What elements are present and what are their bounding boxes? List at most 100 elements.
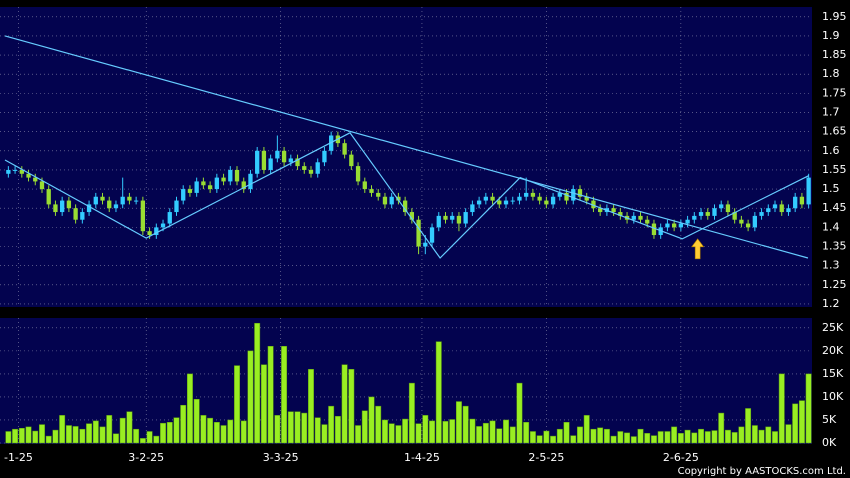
y-tick-label: 1.85 bbox=[822, 48, 847, 61]
volume-bar bbox=[126, 411, 133, 444]
volume-bar bbox=[234, 365, 240, 444]
volume-bar bbox=[341, 364, 348, 444]
volume-bar bbox=[113, 433, 119, 444]
volume-bar bbox=[180, 404, 187, 444]
volume-bar bbox=[260, 364, 267, 444]
volume-bar bbox=[758, 429, 765, 444]
candle-body bbox=[671, 223, 677, 228]
volume-bar bbox=[207, 417, 214, 444]
volume-bar bbox=[328, 405, 335, 444]
volume-bar bbox=[408, 382, 415, 444]
volume-bar bbox=[12, 428, 19, 444]
volume-bar bbox=[610, 435, 617, 444]
candle-body bbox=[194, 181, 199, 193]
volume-bar bbox=[193, 398, 200, 444]
candle-body bbox=[591, 200, 596, 209]
volume-bar bbox=[651, 435, 657, 444]
candle-body bbox=[685, 219, 690, 224]
volume-bar bbox=[489, 420, 496, 444]
candle-body bbox=[120, 196, 125, 205]
candle-body bbox=[631, 215, 636, 220]
volume-bar bbox=[751, 425, 758, 444]
candle-body bbox=[416, 219, 421, 247]
volume-bar bbox=[798, 400, 805, 444]
y-tick-label: 1.25 bbox=[822, 278, 847, 291]
candle-body bbox=[530, 192, 536, 197]
candle-body bbox=[678, 223, 684, 228]
y-tick-label: 1.6 bbox=[822, 144, 840, 157]
volume-tick-label: 25K bbox=[822, 321, 844, 334]
candle-body bbox=[322, 150, 327, 163]
volume-bar bbox=[32, 430, 39, 444]
candle-body bbox=[544, 200, 549, 205]
candle-body bbox=[288, 158, 293, 163]
volume-bar bbox=[429, 420, 435, 444]
candle-body bbox=[46, 189, 51, 205]
candle-body bbox=[712, 208, 717, 216]
volume-bar bbox=[294, 411, 301, 444]
volume-bar bbox=[765, 426, 772, 444]
candle-body bbox=[160, 223, 166, 228]
y-tick-label: 1.5 bbox=[822, 182, 840, 195]
candle-body bbox=[456, 215, 462, 224]
volume-bar bbox=[778, 373, 785, 444]
candle-body bbox=[19, 169, 24, 174]
candle-body bbox=[698, 212, 704, 216]
candle-body bbox=[382, 196, 388, 205]
volume-bar bbox=[301, 412, 308, 444]
candle-body bbox=[86, 204, 92, 213]
volume-bar bbox=[72, 426, 79, 444]
volume-bar bbox=[462, 405, 469, 444]
volume-bar bbox=[5, 431, 12, 444]
volume-bar bbox=[166, 422, 173, 444]
volume-bar bbox=[556, 428, 563, 444]
candle-body bbox=[409, 212, 415, 220]
candle-body bbox=[315, 162, 320, 174]
volume-bar bbox=[711, 430, 718, 444]
volume-bar bbox=[590, 428, 597, 444]
x-tick-label: 1-4-25 bbox=[404, 451, 440, 464]
volume-bar bbox=[745, 408, 752, 444]
candle-body bbox=[389, 196, 394, 205]
volume-bar bbox=[119, 417, 126, 444]
volume-bar bbox=[785, 424, 792, 444]
candle-body bbox=[133, 200, 139, 202]
volume-bar bbox=[570, 435, 577, 444]
candle-body bbox=[423, 242, 428, 247]
candle-body bbox=[369, 189, 374, 193]
candle-body bbox=[732, 212, 737, 220]
volume-bar bbox=[637, 428, 644, 444]
candle-body bbox=[100, 196, 105, 201]
volume-bar bbox=[435, 341, 442, 444]
candle-body bbox=[187, 189, 193, 193]
y-tick-label: 1.7 bbox=[822, 106, 840, 119]
y-tick-label: 1.95 bbox=[822, 10, 847, 23]
volume-bar bbox=[92, 420, 99, 444]
candle-body bbox=[799, 196, 805, 205]
candle-body bbox=[497, 200, 502, 205]
volume-bar bbox=[200, 415, 207, 444]
volume-bar bbox=[563, 422, 570, 444]
candle-body bbox=[745, 223, 751, 228]
candle-body bbox=[752, 215, 757, 228]
volume-bar bbox=[415, 423, 422, 444]
candle-body bbox=[779, 204, 784, 213]
candle-body bbox=[154, 227, 159, 236]
candle-body bbox=[241, 181, 246, 190]
x-tick-label: 2-6-25 bbox=[663, 451, 699, 464]
copyright: Copyright by AASTOCKS.com Ltd. bbox=[678, 466, 846, 477]
volume-bar bbox=[422, 415, 429, 444]
volume-bar bbox=[624, 432, 631, 444]
candle-body bbox=[107, 200, 112, 209]
price-panel bbox=[0, 7, 812, 307]
volume-tick-label: 15K bbox=[822, 367, 844, 380]
candle-body bbox=[402, 200, 408, 213]
candle-body bbox=[214, 177, 219, 190]
candle-body bbox=[39, 181, 45, 190]
volume-bar bbox=[79, 428, 86, 444]
volume-bar bbox=[469, 418, 476, 444]
volume-bar bbox=[59, 415, 66, 444]
volume-tick-label: 5K bbox=[822, 413, 837, 426]
y-tick-label: 1.8 bbox=[822, 67, 840, 80]
candle-body bbox=[759, 212, 764, 216]
